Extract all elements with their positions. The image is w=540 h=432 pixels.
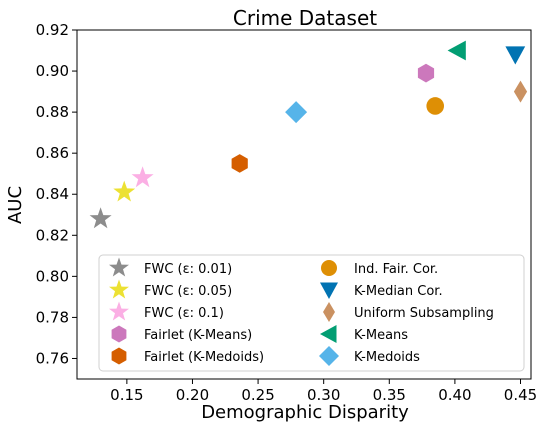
x-tick-label: 0.30 [307,386,340,404]
legend-box [98,254,525,372]
legend-label: FWC (ε: 0.1) [144,306,224,321]
legend-marker [323,302,335,322]
legend-marker [111,347,127,365]
data-point [447,40,466,61]
legend-label: FWC (ε: 0.01) [144,262,232,277]
legend-marker [109,279,129,299]
legend-label: Fairlet (K-Means) [144,328,252,343]
y-tick-label: 0.90 [36,62,69,80]
x-tick-label: 0.20 [176,386,209,404]
data-point [513,80,528,103]
legend-label: Ind. Fair. Cor. [354,262,438,277]
legend-marker [111,325,127,343]
y-tick-label: 0.76 [36,349,69,367]
legend-marker [320,282,338,299]
legend-label: K-Means [354,328,408,343]
legend-label: Uniform Subsampling [354,306,494,321]
data-point [417,63,435,83]
x-tick-label: 0.45 [504,386,537,404]
data-point [131,166,154,188]
legend-label: Fairlet (K-Medoids) [144,350,264,365]
legend-marker [109,257,129,277]
y-tick-label: 0.78 [36,308,69,326]
data-point [231,154,248,173]
chart-title: Crime Dataset [233,6,377,30]
y-tick-label: 0.86 [36,144,69,162]
legend-marker [319,346,339,366]
legend-marker [321,260,337,276]
x-axis: 0.15 0.20 0.25 0.30 0.35 0.40 0.45 [110,379,537,404]
x-tick-label: 0.15 [110,386,143,404]
y-tick-label: 0.82 [36,226,69,244]
data-point [505,46,526,65]
x-tick-label: 0.35 [373,386,406,404]
y-axis-label: AUC [5,186,26,224]
legend: FWC (ε: 0.01) FWC (ε: 0.05) FWC (ε: 0.1) Fa… [98,254,525,372]
data-point [285,101,308,124]
y-axis: 0.76 0.78 0.80 0.82 0.84 0.86 0.88 0.90 0.92 [36,21,77,367]
legend-label: FWC (ε: 0.05) [144,284,232,299]
legend-label: K-Median Cor. [354,284,443,299]
y-tick-label: 0.88 [36,103,69,121]
y-tick-label: 0.84 [36,185,69,203]
data-point [89,207,112,229]
legend-marker [320,325,337,343]
data-points [89,40,528,229]
y-tick-label: 0.80 [36,267,69,285]
legend-label: K-Medoids [354,350,420,365]
legend-marker [109,301,129,321]
x-tick-label: 0.40 [438,386,471,404]
data-point [113,180,136,202]
x-axis-label: Demographic Disparity [201,402,409,423]
y-tick-label: 0.92 [36,21,69,39]
x-tick-label: 0.25 [241,386,274,404]
data-point [426,97,445,115]
